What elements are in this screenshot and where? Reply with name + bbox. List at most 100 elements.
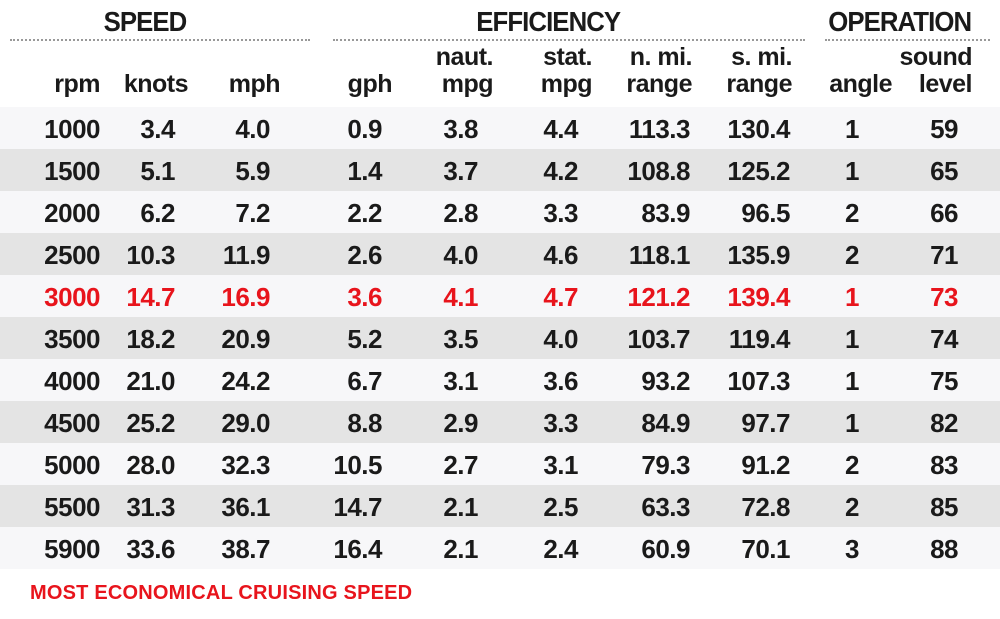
column-header-line: n. mi.	[629, 43, 693, 71]
column-header-line: range	[626, 70, 692, 98]
table-cell: 4.0	[443, 240, 478, 270]
table-cell: 8.8	[347, 408, 382, 438]
table-cell: 6.2	[140, 198, 175, 228]
table-cell: 73	[930, 282, 958, 312]
table-cell: 31.3	[126, 492, 175, 522]
table-row: 2000 6.2 7.2 2.2 2.8 3.3 83.9 96.5 2 66	[0, 191, 1000, 233]
column-header: stat. mpg	[472, 43, 593, 98]
table-cell: 5.1	[140, 156, 175, 186]
table-row: 5500 31.3 36.1 14.7 2.1 2.5 63.3 72.8 2 85	[0, 485, 1000, 527]
table-cell: 113.3	[628, 114, 691, 144]
footnote: MOST ECONOMICAL CRUISING SPEED	[30, 582, 413, 604]
table-row: 2500 10.3 11.9 2.6 4.0 4.6 118.1 135.9 2 71	[0, 233, 1000, 275]
table-cell: 14.7	[333, 492, 382, 522]
column-header: angle	[772, 44, 892, 98]
table-cell: 3.7	[443, 156, 478, 186]
table-cell: 4500	[44, 408, 100, 438]
group-efficiency: EFFICIENCY	[476, 6, 621, 37]
table-cell: 33.6	[126, 534, 175, 564]
table-cell: 85	[930, 492, 958, 522]
table-cell: 25.2	[126, 408, 175, 438]
table-cell: 16.4	[333, 534, 382, 564]
table-cell: 18.2	[126, 324, 175, 354]
table-cell: 88	[930, 534, 958, 564]
table-cell: 5500	[44, 492, 100, 522]
table-cell: 118.1	[628, 240, 691, 270]
column-header: n. mi. range	[572, 44, 692, 98]
table-cell: 3500	[44, 324, 100, 354]
table-cell: 70.1	[741, 534, 790, 564]
table-cell: 4.7	[543, 282, 578, 312]
table-cell: 2	[845, 240, 859, 270]
table-cell: 4.0	[235, 114, 270, 144]
column-header-line: sound	[899, 43, 973, 71]
column-header: s. mi. range	[672, 44, 792, 98]
table-cell: 0.9	[347, 114, 382, 144]
table-cell: 71	[930, 240, 958, 270]
table-cell: 3000	[44, 282, 100, 312]
table-cell: 2.7	[443, 450, 478, 480]
table-row: 4500 25.2 29.0 8.8 2.9 3.3 84.9 97.7 1 82	[0, 401, 1000, 443]
table-cell: 91.2	[741, 450, 790, 480]
column-header-line: mpg	[441, 70, 494, 98]
table-cell: 93.2	[641, 366, 690, 396]
table-cell: 63.3	[641, 492, 690, 522]
table-cell: 10.5	[333, 450, 382, 480]
group-divider	[333, 39, 805, 41]
table-cell: 20.9	[221, 324, 270, 354]
table-cell: 2.8	[443, 198, 478, 228]
table-cell: 4000	[44, 366, 100, 396]
table-cell: 2500	[44, 240, 100, 270]
table-cell: 3.6	[543, 366, 578, 396]
table-cell: 24.2	[221, 366, 270, 396]
column-header: knots	[68, 44, 189, 98]
table-cell: 38.7	[221, 534, 270, 564]
table-cell: 1000	[44, 114, 100, 144]
table-row: 1500 5.1 5.9 1.4 3.7 4.2 108.8 125.2 1 65	[0, 149, 1000, 191]
column-header: mph	[160, 44, 281, 98]
table-cell: 2.4	[543, 534, 578, 564]
table-cell: 4.6	[543, 240, 578, 270]
table-row: 3000 14.7 16.9 3.6 4.1 4.7 121.2 139.4 1 73	[0, 275, 1000, 317]
table-cell: 107.3	[727, 366, 790, 396]
table-cell: 3.3	[543, 198, 578, 228]
table-cell: 16.9	[221, 282, 270, 312]
table-cell: 135.9	[727, 240, 790, 270]
table-cell: 5.2	[347, 324, 382, 354]
table-cell: 82	[930, 408, 958, 438]
column-header-line: mph	[228, 70, 281, 98]
table-cell: 1	[845, 408, 859, 438]
table-cell: 2	[845, 492, 859, 522]
table-cell: 21.0	[126, 366, 175, 396]
table-cell: 79.3	[641, 450, 690, 480]
table-cell: 83	[930, 450, 958, 480]
table-cell: 2000	[44, 198, 100, 228]
table-cell: 32.3	[221, 450, 270, 480]
table-cell: 5.9	[235, 156, 270, 186]
table-cell: 5900	[44, 534, 100, 564]
column-header-line: naut.	[435, 43, 494, 71]
table-row: 5900 33.6 38.7 16.4 2.1 2.4 60.9 70.1 3 88	[0, 527, 1000, 569]
table-cell: 3.3	[543, 408, 578, 438]
group-operation: OPERATION	[828, 6, 972, 37]
table-cell: 130.4	[727, 114, 790, 144]
table-cell: 4.2	[543, 156, 578, 186]
table-cell: 4.1	[443, 282, 478, 312]
table-cell: 1	[845, 156, 859, 186]
column-header-line: knots	[123, 70, 189, 98]
column-header: rpm	[0, 44, 100, 98]
table-cell: 2.9	[443, 408, 478, 438]
column-header-line: angle	[829, 70, 892, 98]
table-cell: 84.9	[641, 408, 690, 438]
table-row: 5000 28.0 32.3 10.5 2.7 3.1 79.3 91.2 2 83	[0, 443, 1000, 485]
column-header: gph	[272, 44, 393, 98]
table-cell: 29.0	[221, 408, 270, 438]
table-row: 1000 3.4 4.0 0.9 3.8 4.4 113.3 130.4 1 59	[0, 107, 1000, 149]
column-header: naut. mpg	[373, 43, 494, 98]
table-cell: 2	[845, 450, 859, 480]
table-cell: 3	[845, 534, 859, 564]
column-header-line: stat.	[543, 43, 592, 71]
table-cell: 60.9	[641, 534, 690, 564]
table-cell: 75	[930, 366, 958, 396]
